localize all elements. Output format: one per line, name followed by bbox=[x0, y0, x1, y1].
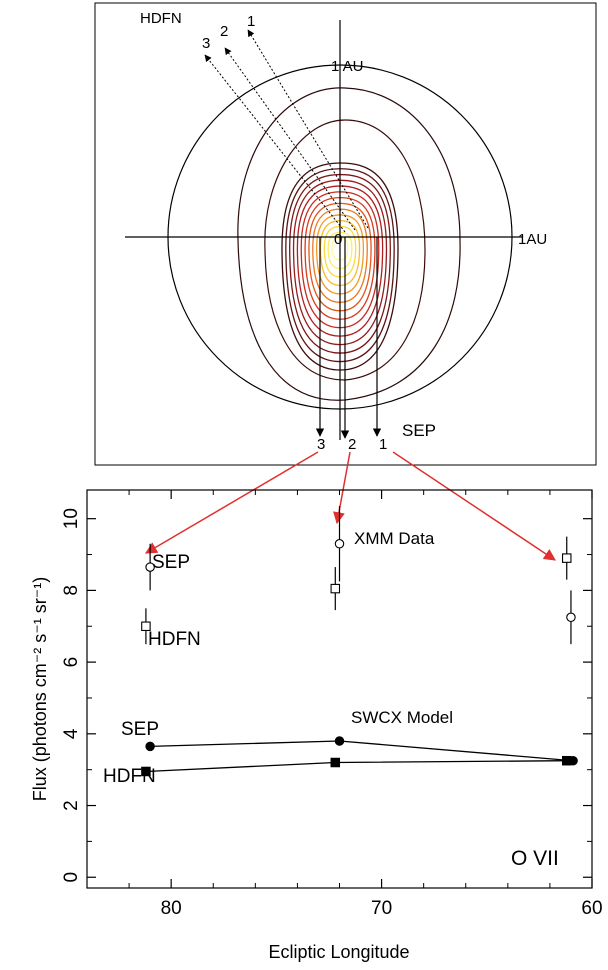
data-point-0-2 bbox=[566, 612, 576, 623]
contour-line-8 bbox=[308, 202, 372, 312]
top-panel: HDFN 3 2 1 1 AU 1AU 0 SEP 3 2 1 bbox=[94, 2, 597, 466]
y-tick-label-0: 0 bbox=[61, 872, 82, 883]
ion-label: O VII bbox=[511, 847, 559, 870]
contour-line-3 bbox=[289, 173, 391, 354]
connector-arrows bbox=[144, 451, 556, 561]
swcx-model-label: SWCX Model bbox=[351, 708, 453, 727]
hdfn-line-of-sight-3 bbox=[204, 54, 346, 233]
series-line-2 bbox=[150, 740, 574, 762]
one-au-vertical-label: 1 AU bbox=[331, 58, 364, 75]
series-line-3 bbox=[145, 760, 567, 773]
hdfn-line-of-sight-1 bbox=[247, 29, 369, 229]
contour-line-6 bbox=[300, 191, 380, 329]
sep-model-label: SEP bbox=[121, 719, 159, 740]
y-tick-label-6: 6 bbox=[61, 657, 82, 668]
connector-arrow-3 bbox=[144, 451, 319, 554]
hdfn-arrow-label-3: 3 bbox=[202, 35, 210, 52]
y-axis-label: Flux (photons cm⁻² s⁻¹ sr⁻¹) bbox=[30, 577, 50, 802]
contour-line-4 bbox=[292, 179, 388, 346]
sep-direction-label: SEP bbox=[402, 421, 436, 440]
data-point-1-1 bbox=[330, 583, 341, 594]
data-point-2-1 bbox=[334, 736, 345, 746]
contour-line-7 bbox=[304, 196, 376, 320]
contour-line-13 bbox=[327, 231, 353, 270]
y-tick-label-2: 2 bbox=[61, 800, 82, 811]
data-point-0-0 bbox=[145, 562, 155, 572]
data-point-2-0 bbox=[145, 741, 155, 752]
contour-line-11 bbox=[319, 220, 361, 287]
y-tick-label-10: 10 bbox=[61, 508, 82, 529]
one-au-horizontal-label: 1AU bbox=[518, 231, 547, 248]
hdfn-direction-label: HDFN bbox=[140, 10, 182, 27]
contour-line-2 bbox=[285, 168, 395, 363]
data-point-1-2 bbox=[561, 553, 572, 563]
xmm-data-label: XMM Data bbox=[354, 529, 435, 548]
axes-group: 80 70 60 0 2 4 6 8 10 bbox=[61, 490, 603, 919]
contour-line-9 bbox=[312, 208, 368, 303]
hdfn-data-label: HDFN bbox=[148, 629, 201, 650]
data-point-3-2 bbox=[561, 755, 572, 766]
y-tick-label-4: 4 bbox=[61, 728, 82, 739]
contour-line-5 bbox=[296, 185, 384, 337]
contour-outer-2 bbox=[264, 119, 426, 381]
sep-arrow-label-1: 1 bbox=[379, 436, 387, 453]
contour-line-14 bbox=[331, 237, 349, 261]
data-point-1-0 bbox=[141, 621, 151, 632]
hdfn-arrow-label-2: 2 bbox=[220, 23, 228, 40]
bottom-chart: 80 70 60 0 2 4 6 8 10 Ecliptic Longitude Flux (p… bbox=[30, 489, 603, 962]
origin-label: 0 bbox=[334, 231, 342, 248]
sep-data-label: SEP bbox=[152, 552, 190, 573]
data-point-0-1 bbox=[334, 539, 345, 549]
x-tick-label-60: 60 bbox=[581, 898, 602, 919]
sep-arrow-label-3: 3 bbox=[317, 436, 325, 453]
x-axis-label: Ecliptic Longitude bbox=[268, 942, 409, 962]
y-tick-label-8: 8 bbox=[61, 585, 82, 596]
connector-arrow-1 bbox=[392, 451, 556, 561]
contour-line-1 bbox=[281, 162, 399, 371]
hdfn-model-label: HDFN bbox=[103, 766, 156, 787]
data-point-3-1 bbox=[330, 757, 341, 768]
contour-line-12 bbox=[323, 225, 357, 278]
hdfn-arrow-label-1: 1 bbox=[247, 13, 255, 30]
series-group bbox=[141, 506, 578, 777]
data-point-3-0 bbox=[141, 766, 151, 777]
x-tick-label-80: 80 bbox=[161, 898, 182, 919]
sep-arrow-label-2: 2 bbox=[348, 436, 356, 453]
hdfn-line-of-sight-2 bbox=[224, 47, 356, 231]
x-tick-label-70: 70 bbox=[371, 898, 392, 919]
